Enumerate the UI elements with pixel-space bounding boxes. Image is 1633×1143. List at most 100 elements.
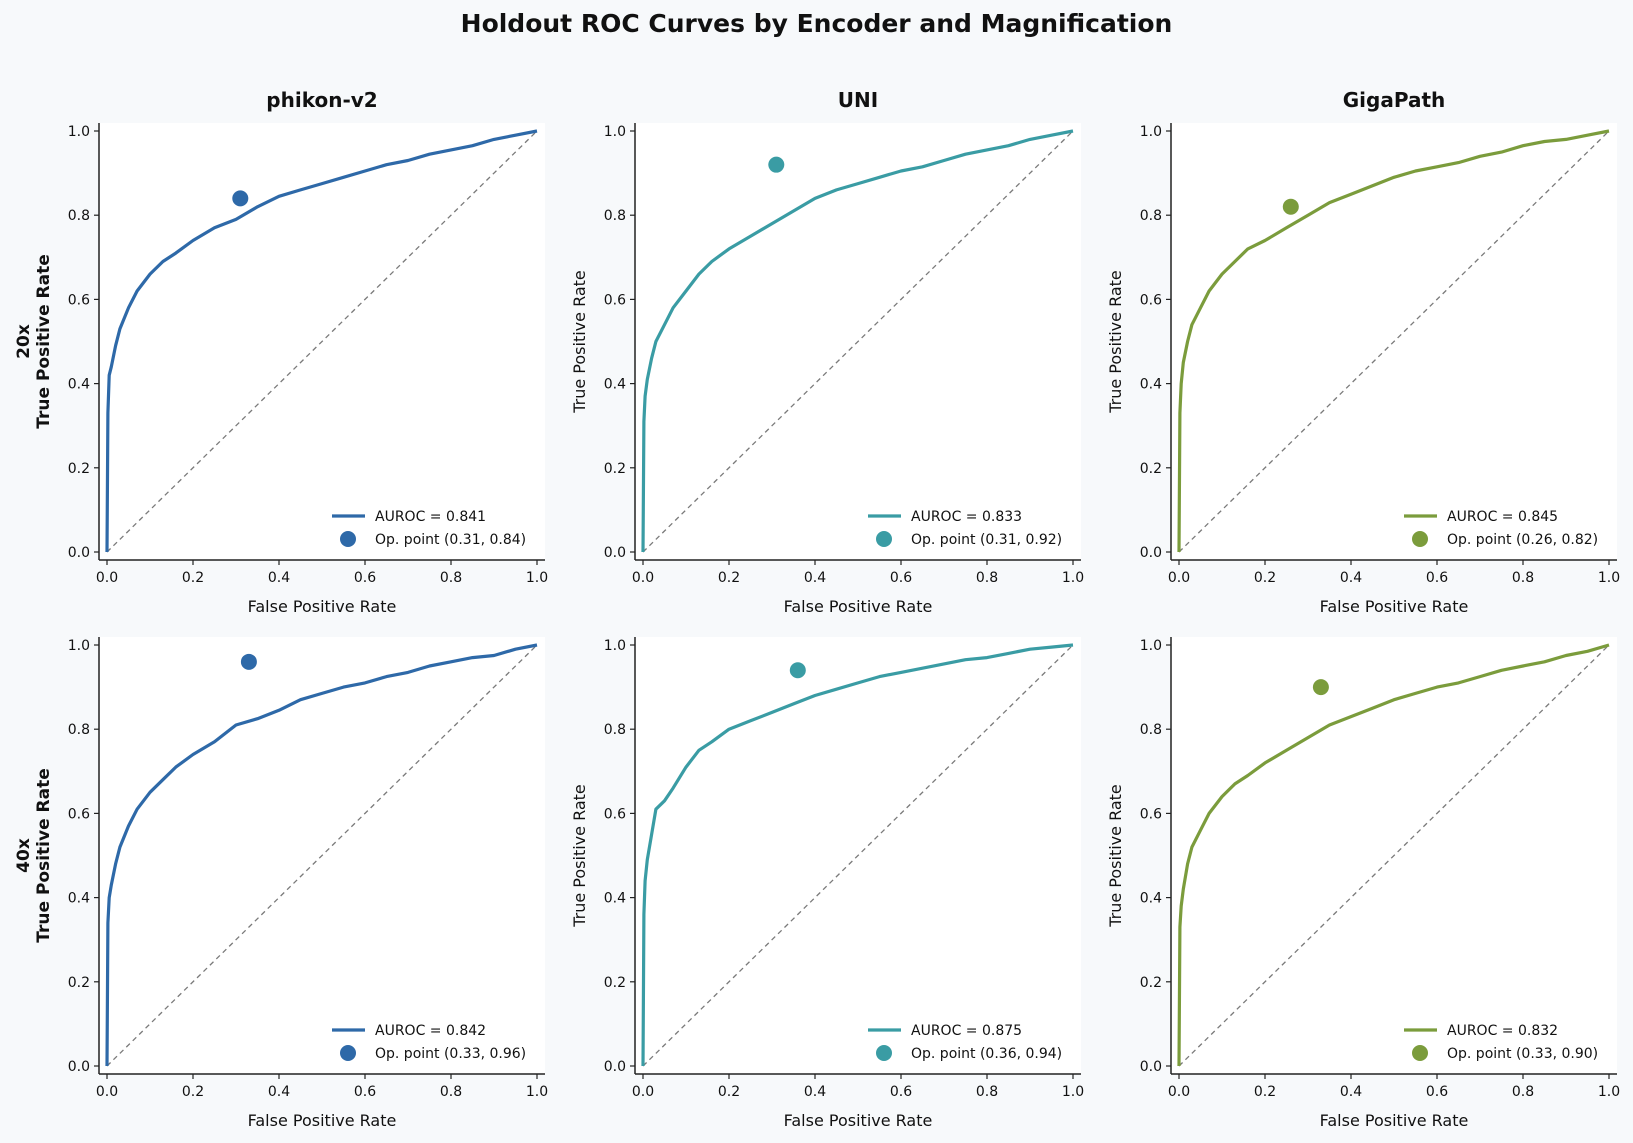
y-tick-label: 0.6 <box>68 806 90 822</box>
chance-diagonal <box>1178 644 1610 1067</box>
y-tick-label: 0.6 <box>604 806 626 822</box>
row-label: 20x <box>14 324 34 359</box>
legend-entry: Op. point (0.33, 0.90) <box>1447 1046 1598 1062</box>
x-tick-label: 0.0 <box>632 1084 654 1100</box>
y-tick-label: 0.8 <box>604 722 626 738</box>
roc-panel-phikon-v2-top: phikon-v2 0.0 0.0 0.2 0.2 0.4 0.4 0.6 0.6 0.8 0.8 1… <box>14 88 548 616</box>
operating-point <box>1282 198 1299 215</box>
roc-curve <box>105 129 538 553</box>
y-axis-label: True Positive Rate <box>1106 270 1125 414</box>
x-tick-label: 0.0 <box>96 570 118 586</box>
y-tick-label: 0.6 <box>1140 292 1162 308</box>
legend-point-swatch <box>340 531 356 547</box>
legend-point-swatch <box>876 1045 892 1061</box>
x-tick-label: 0.6 <box>1426 570 1448 586</box>
y-axis-label: True Positive Rate <box>34 768 54 942</box>
y-tick-label: 0.0 <box>1140 1059 1162 1075</box>
y-tick-label: 0.2 <box>604 461 626 477</box>
chance-diagonal <box>106 130 538 553</box>
y-tick-label: 0.4 <box>604 377 626 393</box>
x-tick-label: 0.2 <box>1254 570 1276 586</box>
x-tick-label: 0.8 <box>440 1084 462 1100</box>
legend-entry: AUROC = 0.832 <box>1447 1023 1558 1039</box>
roc-panel-phikon-v2-bottom: 0.0 0.0 0.2 0.2 0.4 0.4 0.6 0.6 0.8 0.8 1.0 1.0 Fals… <box>14 637 548 1130</box>
x-tick-label: 1.0 <box>1598 570 1620 586</box>
x-axis-label: False Positive Rate <box>248 597 397 616</box>
operating-point <box>1312 679 1329 696</box>
roc-panel-UNI-top: UNI 0.0 0.0 0.2 0.2 0.4 0.4 0.6 0.6 0.8 0.8 1.0 1.0 F… <box>570 88 1084 616</box>
x-tick-label: 0.6 <box>354 570 376 586</box>
x-tick-label: 0.2 <box>1254 1084 1276 1100</box>
y-tick-label: 0.6 <box>1140 806 1162 822</box>
y-tick-label: 0.8 <box>1140 208 1162 224</box>
legend-point-swatch <box>1412 1045 1428 1061</box>
panel-title: phikon-v2 <box>266 88 377 112</box>
x-tick-label: 0.8 <box>976 1084 998 1100</box>
legend-entry: AUROC = 0.875 <box>911 1023 1022 1039</box>
y-axis-label: True Positive Rate <box>1106 784 1125 928</box>
legend-entry: Op. point (0.31, 0.84) <box>375 532 526 548</box>
row-label: 40x <box>14 838 34 873</box>
legend-entry: AUROC = 0.833 <box>911 509 1022 525</box>
x-tick-label: 0.8 <box>440 570 462 586</box>
x-tick-label: 0.6 <box>1426 1084 1448 1100</box>
y-tick-label: 0.8 <box>1140 722 1162 738</box>
legend-entry: Op. point (0.33, 0.96) <box>375 1046 526 1062</box>
x-tick-label: 0.0 <box>1168 1084 1190 1100</box>
y-tick-label: 0.4 <box>1140 891 1162 907</box>
y-tick-label: 1.0 <box>604 638 626 654</box>
y-tick-label: 0.4 <box>604 891 626 907</box>
y-tick-label: 0.8 <box>604 208 626 224</box>
x-tick-label: 0.6 <box>354 1084 376 1100</box>
x-tick-label: 1.0 <box>526 570 548 586</box>
y-tick-label: 1.0 <box>604 124 626 140</box>
y-tick-label: 1.0 <box>1140 638 1162 654</box>
y-tick-label: 0.0 <box>604 545 626 561</box>
chance-diagonal <box>106 644 538 1067</box>
y-tick-label: 0.2 <box>1140 975 1162 991</box>
x-tick-label: 0.6 <box>890 1084 912 1100</box>
y-axis-label: True Positive Rate <box>570 270 589 414</box>
y-tick-label: 0.6 <box>604 292 626 308</box>
x-tick-label: 0.2 <box>182 1084 204 1100</box>
roc-panel-GigaPath-top: GigaPath 0.0 0.0 0.2 0.2 0.4 0.4 0.6 0.6 0.8 0.8 1.… <box>1106 88 1620 616</box>
operating-point <box>789 662 806 679</box>
x-tick-label: 0.4 <box>804 570 826 586</box>
x-tick-label: 1.0 <box>1598 1084 1620 1100</box>
roc-curve <box>1177 643 1610 1067</box>
x-axis-label: False Positive Rate <box>248 1111 397 1130</box>
x-tick-label: 0.4 <box>1340 1084 1362 1100</box>
legend-point-swatch <box>340 1045 356 1061</box>
panel-title: GigaPath <box>1343 88 1446 112</box>
y-tick-label: 0.4 <box>68 377 90 393</box>
y-tick-label: 0.8 <box>68 208 90 224</box>
operating-point <box>232 190 249 207</box>
roc-curve <box>1177 129 1610 553</box>
y-tick-label: 1.0 <box>68 124 90 140</box>
y-tick-label: 0.2 <box>68 975 90 991</box>
y-tick-label: 0.0 <box>604 1059 626 1075</box>
roc-panel-GigaPath-bottom: 0.0 0.0 0.2 0.2 0.4 0.4 0.6 0.6 0.8 0.8 1.0 1.0 Fals… <box>1106 637 1620 1130</box>
y-tick-label: 0.2 <box>68 461 90 477</box>
legend-entry: AUROC = 0.845 <box>1447 509 1558 525</box>
x-tick-label: 0.4 <box>268 570 290 586</box>
panel-title: UNI <box>838 88 878 112</box>
legend-point-swatch <box>1412 531 1428 547</box>
y-tick-label: 0.0 <box>68 1059 90 1075</box>
x-tick-label: 0.2 <box>718 570 740 586</box>
y-tick-label: 0.0 <box>1140 545 1162 561</box>
x-tick-label: 0.0 <box>632 570 654 586</box>
y-tick-label: 0.2 <box>604 975 626 991</box>
x-axis-label: False Positive Rate <box>1320 597 1469 616</box>
x-tick-label: 0.8 <box>976 570 998 586</box>
y-tick-label: 0.4 <box>68 891 90 907</box>
legend-point-swatch <box>876 531 892 547</box>
x-axis-label: False Positive Rate <box>784 1111 933 1130</box>
x-tick-label: 0.4 <box>1340 570 1362 586</box>
x-tick-label: 0.2 <box>182 570 204 586</box>
x-tick-label: 0.6 <box>890 570 912 586</box>
x-tick-label: 0.4 <box>804 1084 826 1100</box>
x-tick-label: 0.8 <box>1512 1084 1534 1100</box>
